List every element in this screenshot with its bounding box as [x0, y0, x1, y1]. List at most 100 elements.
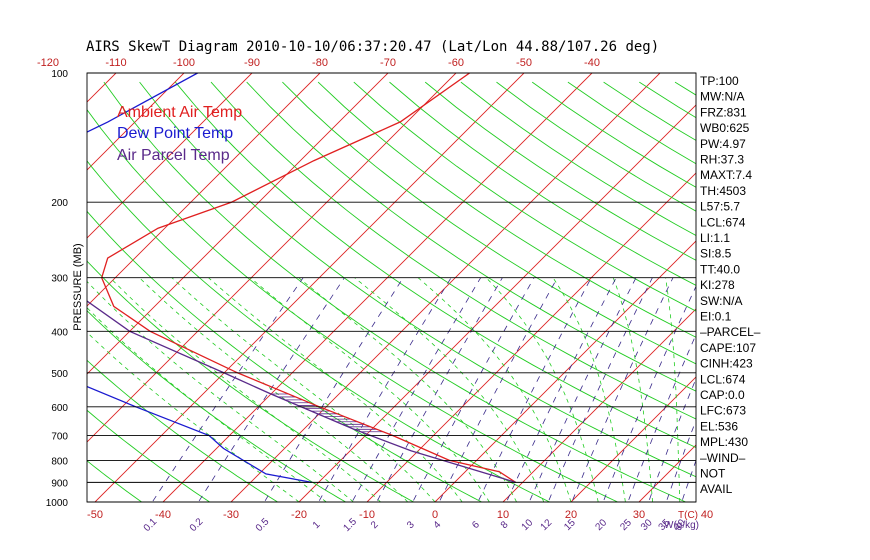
dry-adiabat-line — [103, 81, 687, 502]
index-label: LFC:673 — [700, 404, 746, 418]
top-temp-tick-label: -70 — [380, 57, 396, 69]
index-label: TP:100 — [700, 74, 739, 88]
mixing-ratio-line — [681, 459, 696, 502]
mixing-ratio-tick-label: 25 — [618, 517, 634, 533]
mixing-ratio-line — [412, 277, 535, 502]
dry-adiabat-line — [818, 82, 870, 511]
isotherm-line — [0, 73, 48, 502]
index-label: SI:8.5 — [700, 247, 732, 261]
pressure-tick-label: 200 — [51, 198, 68, 209]
dry-adiabat-line — [424, 81, 696, 261]
mixing-ratio-line — [197, 277, 345, 502]
isotherm-line — [94, 73, 525, 502]
chart-title: AIRS SkewT Diagram 2010-10-10/06:37:20.4… — [86, 39, 659, 55]
bottom-temp-tick-label: 10 — [497, 509, 509, 521]
moist-adiabat-line — [485, 277, 599, 502]
moist-adiabat-line — [208, 277, 463, 502]
plot-border — [86, 72, 697, 503]
pressure-tick-label: 500 — [51, 369, 68, 380]
index-label: MAXT:7.4 — [700, 168, 752, 182]
ambient-temp-line — [101, 73, 517, 483]
index-label: CAPE:107 — [700, 341, 756, 355]
top-temp-tick-label: -90 — [244, 57, 260, 69]
dry-adiabat-line — [174, 81, 696, 449]
mixing-ratio-line — [376, 277, 503, 502]
moist-adiabat-line — [665, 277, 681, 502]
mixing-ratio-line — [351, 277, 482, 502]
dry-adiabat-line — [246, 81, 696, 392]
top-temp-tick-label: -80 — [312, 57, 328, 69]
mixing-ratio-tick-label: 0.2 — [188, 516, 206, 534]
index-label: EL:536 — [700, 419, 738, 433]
moist-adiabat-line — [109, 277, 381, 502]
pressure-tick-label: 700 — [51, 432, 68, 443]
pressure-tick-label: 1000 — [46, 498, 69, 509]
bottom-temp-tick-label: -10 — [359, 509, 375, 521]
top-temp-tick-label: -40 — [584, 57, 600, 69]
dry-adiabat-line — [87, 359, 279, 502]
pressure-tick-label: 400 — [51, 327, 68, 338]
dry-adiabat-line — [746, 82, 870, 511]
isotherm-line — [87, 73, 457, 443]
index-label: –WIND– — [700, 451, 746, 465]
index-label: AVAIL — [700, 482, 733, 496]
index-label: NOT — [700, 467, 726, 481]
mixing-ratio-line — [438, 277, 558, 502]
index-label: LI:1.1 — [700, 231, 730, 245]
top-temp-tick-label: -100 — [173, 57, 195, 69]
top-temp-tick-label: -50 — [516, 57, 532, 69]
dry-adiabat-line — [87, 409, 211, 502]
moist-adiabat-line — [87, 280, 354, 502]
dry-adiabat-line — [317, 81, 696, 338]
index-label: L57:5.7 — [700, 200, 740, 214]
index-label: CINH:423 — [700, 357, 753, 371]
dry-adiabat-line — [639, 81, 696, 119]
mixing-ratio-line — [571, 277, 674, 502]
index-label: SW:N/A — [700, 294, 742, 308]
index-label: RH:37.3 — [700, 153, 744, 167]
bottom-temp-tick-label: -50 — [87, 509, 103, 521]
pressure-tick-label: 300 — [51, 274, 68, 285]
mixing-ratio-line — [263, 277, 404, 502]
isotherm-line — [87, 73, 253, 239]
mixing-ratio-line — [528, 277, 637, 502]
bottom-temp-tick-label: -20 — [291, 509, 307, 521]
bottom-temp-unit: T(C) — [678, 510, 698, 521]
dry-adiabat-line — [87, 160, 551, 502]
bottom-temp-tick-label: 0 — [432, 509, 438, 521]
index-label: TH:4503 — [700, 184, 746, 198]
moist-adiabat-line — [250, 277, 490, 502]
dry-adiabat-line — [854, 82, 870, 511]
top-temp-tick-label: -60 — [448, 57, 464, 69]
moist-adiabat-line — [171, 277, 436, 502]
dry-adiabat-line — [87, 260, 415, 502]
mixing-ratio-line — [506, 277, 617, 502]
isotherm-line — [638, 444, 696, 502]
isotherm-line — [162, 73, 593, 502]
isotherm-line — [775, 73, 870, 502]
mixing-ratio-tick-label: 20 — [594, 517, 610, 533]
isotherm-line — [87, 73, 389, 375]
mixing-ratio-tick-label: 1 — [311, 519, 323, 531]
dry-adiabat-line — [87, 460, 143, 502]
isotherm-line — [502, 308, 696, 502]
bottom-temp-tick-label: 20 — [565, 509, 577, 521]
index-label: LCL:674 — [700, 215, 746, 229]
isotherm-line — [230, 73, 661, 502]
index-label: CAP:0.0 — [700, 388, 745, 402]
legend-ambient: Ambient Air Temp — [117, 104, 242, 121]
pressure-tick-label: 100 — [51, 69, 68, 80]
pressure-tick-label: 900 — [51, 478, 68, 489]
index-label: WB0:625 — [700, 121, 750, 135]
legend-parcel: Air Parcel Temp — [117, 147, 230, 164]
mixing-ratio-line — [665, 419, 696, 502]
moist-adiabat-line — [139, 277, 409, 502]
dry-adiabat-line — [460, 81, 696, 237]
mixing-ratio-tick-label: 12 — [539, 517, 555, 533]
top-temp-tick-label: -110 — [105, 57, 126, 69]
dry-adiabat-line — [282, 81, 696, 365]
parcel-temp-line — [87, 300, 516, 484]
dry-adiabat-line — [139, 81, 696, 478]
dewpoint-temp-line — [87, 73, 312, 484]
